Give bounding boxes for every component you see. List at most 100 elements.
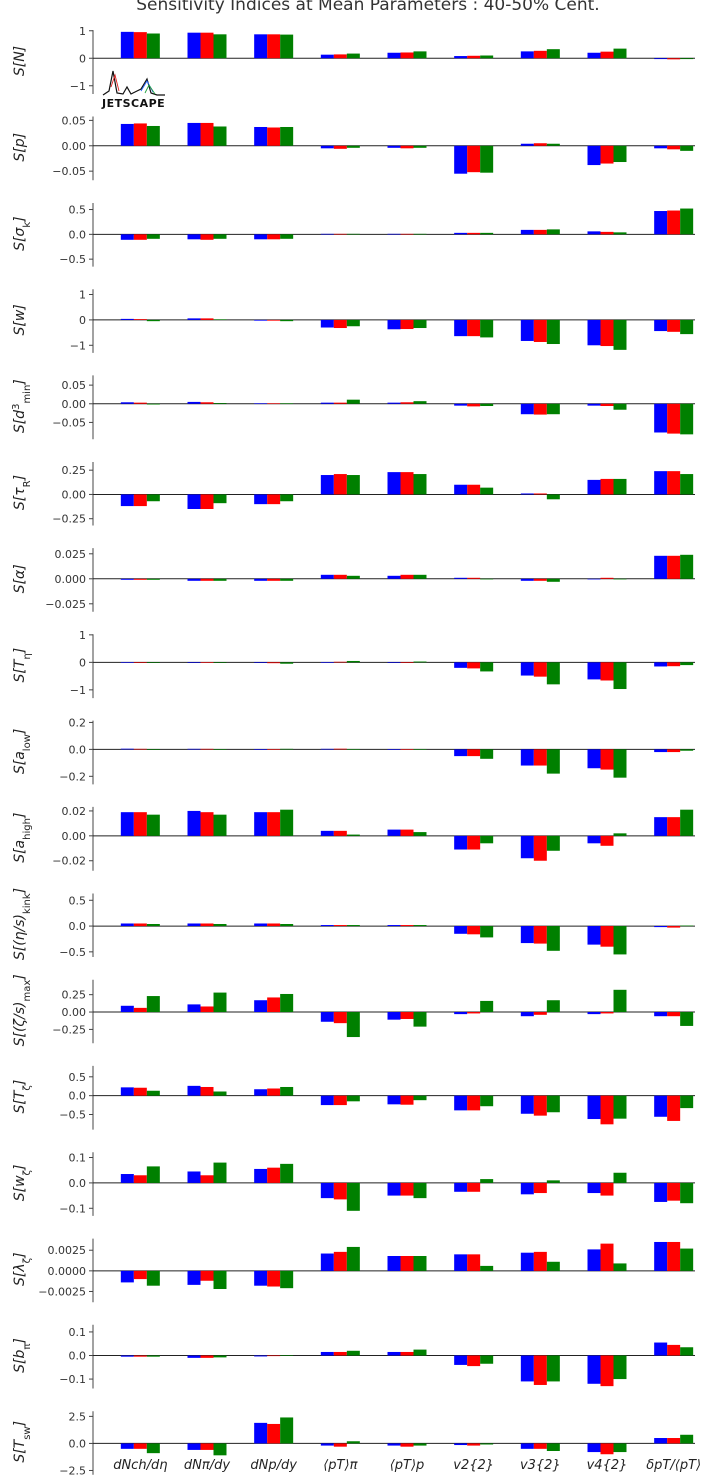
bar-2-s2-c6 [467,145,481,173]
bar-9-s1-c3 [254,749,268,750]
bar-9-s3-c7 [546,749,560,774]
y-axis-label: S[Tsw] [12,1421,33,1463]
bar-17-s2-c1 [133,1443,147,1449]
bar-5-s3-c9 [680,403,694,435]
bar-4-s1-c8 [587,319,601,346]
bar-3-s2-c2 [200,234,214,240]
y-tick-label: −0.1 [59,1202,86,1215]
y-tick-label: −1 [70,684,86,697]
y-axis-label: S[wζ] [12,1165,33,1202]
y-axis-label: S[d3min] [11,379,33,433]
bar-6-s2-c1 [133,494,147,507]
y-tick-label: 0.0 [69,1090,87,1103]
bar-13-s1-c7 [520,1095,534,1114]
bar-13-s1-c5 [387,1095,401,1105]
y-tick-label: −1 [70,80,86,93]
bar-10-s3-c9 [680,809,694,836]
bar-12-s3-c9 [680,1012,694,1026]
bar-13-s2-c9 [667,1095,681,1121]
bar-16-s1-c7 [520,1355,534,1382]
bar-8-s1-c5 [387,662,401,663]
bar-7-s3-c6 [480,578,494,580]
bar-4-s1-c2 [187,318,201,320]
bar-11-s1-c7 [520,926,534,944]
panel-11: 0.5 0.0 −0.5 S[(η/s)kink] [12,888,695,960]
y-axis-label: S[bπ] [12,1338,33,1373]
bar-16-s1-c2 [187,1355,201,1358]
bar-4-s1-c4 [320,319,334,328]
bar-11-s1-c4 [320,925,334,927]
bar-13-s3-c6 [480,1095,494,1107]
bar-16-s2-c3 [267,1355,281,1357]
bar-12-s3-c7 [546,1000,560,1013]
bar-17-s1-c8 [587,1443,601,1453]
bar-12-s2-c7 [533,1012,547,1015]
panel-1: 1 0 −1 S[N] [12,25,695,94]
bar-7-s1-c9 [654,555,668,579]
bar-8-s2-c2 [200,662,214,663]
y-tick-label: 0.0000 [48,1265,87,1278]
bar-6-s3-c2 [213,494,227,504]
bar-3-s3-c5 [413,233,427,235]
bar-5-s3-c3 [280,403,294,405]
bar-7-s1-c7 [520,578,534,581]
bar-11-s2-c4 [333,925,347,927]
bar-1-s2-c8 [600,51,614,59]
x-category-label: v2{2} [453,1458,494,1473]
panel-12: 0.25 0.00 −0.25 S[(ζ/s)max] [12,974,695,1046]
bar-6-s1-c1 [120,494,134,507]
bar-3-s3-c4 [346,233,360,235]
bar-1-s1-c6 [454,56,468,59]
bar-4-s3-c2 [213,319,227,320]
bar-1-s1-c9 [654,58,668,60]
y-tick-label: −0.5 [59,1109,86,1122]
bar-12-s1-c2 [187,1004,201,1013]
bar-13-s2-c3 [267,1088,281,1096]
y-tick-label: −1 [70,339,86,352]
y-tick-label: 0.00 [62,1006,87,1019]
bar-13-s2-c8 [600,1095,614,1125]
bar-9-s2-c2 [200,748,214,750]
bar-15-s2-c5 [400,1256,414,1271]
y-tick-label: 0.0 [69,1177,87,1190]
bar-5-s3-c6 [480,403,494,407]
y-axis-label: S[τR] [12,475,33,510]
bar-12-s3-c6 [480,1000,494,1013]
bar-1-s1-c2 [187,32,201,59]
y-tick-label: 0.025 [55,548,87,561]
bar-14-s2-c8 [600,1182,614,1196]
bar-17-s2-c8 [600,1443,614,1455]
y-tick-label: 0.0 [69,228,87,241]
y-tick-label: 0.05 [62,379,87,392]
bar-5-s3-c5 [413,401,427,404]
y-tick-label: 0.25 [62,464,87,477]
bar-1-s3-c4 [346,53,360,59]
bar-10-s2-c8 [600,835,614,846]
bar-11-s2-c5 [400,925,414,927]
bar-8-s3-c6 [480,662,494,672]
bar-14-s3-c5 [413,1182,427,1199]
bar-1-s3-c1 [146,33,160,59]
panel-4: 1 0 −1 S[w] [12,289,695,353]
bar-15-s1-c5 [387,1256,401,1271]
panel-16: 0.1 0.0 −0.1 S[bπ] [12,1324,695,1389]
bar-16-s2-c1 [133,1355,147,1357]
bar-14-s2-c7 [533,1182,547,1194]
bar-9-s3-c5 [413,748,427,750]
bar-15-s3-c3 [280,1270,294,1289]
bar-5-s1-c9 [654,403,668,433]
bar-6-s1-c7 [520,493,534,495]
bar-13-s3-c8 [613,1095,627,1119]
bar-13-s3-c3 [280,1086,294,1096]
bar-1-s3-c3 [280,34,294,59]
bar-4-s3-c3 [280,319,294,322]
bar-7-s3-c5 [413,574,427,579]
bar-17-s3-c4 [346,1441,360,1444]
bar-17-s1-c4 [320,1443,334,1446]
bar-5-s2-c4 [333,402,347,404]
bar-11-s2-c6 [467,926,481,935]
bar-13-s2-c2 [200,1086,214,1096]
y-tick-label: 1 [79,289,86,302]
bar-2-s1-c9 [654,145,668,149]
bar-12-s2-c5 [400,1012,414,1019]
